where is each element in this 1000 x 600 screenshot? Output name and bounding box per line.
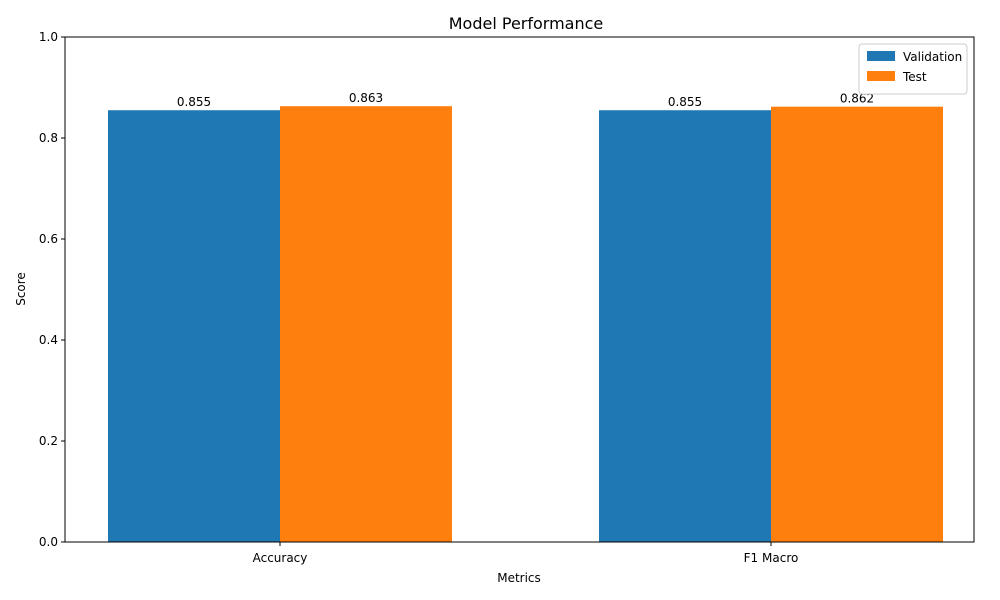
legend-swatch xyxy=(867,51,895,61)
bar-validation-accuracy xyxy=(108,110,280,542)
x-tick-label: F1 Macro xyxy=(744,551,799,565)
legend-label: Validation xyxy=(903,50,962,64)
bar-validation-f1-macro xyxy=(599,110,771,542)
legend-swatch xyxy=(867,71,895,81)
y-tick-label: 1.0 xyxy=(39,30,58,44)
x-tick-label: Accuracy xyxy=(253,551,308,565)
legend-label: Test xyxy=(902,70,927,84)
bar-test-accuracy xyxy=(280,106,452,542)
chart-title: Model Performance xyxy=(449,14,604,33)
x-axis-label: Metrics xyxy=(497,571,541,585)
data-label: 0.863 xyxy=(349,91,383,105)
data-label: 0.862 xyxy=(840,92,874,106)
data-label: 0.855 xyxy=(177,95,211,109)
x-axis: Accuracy F1 Macro xyxy=(253,542,799,565)
y-tick-label: 0.0 xyxy=(39,535,58,549)
plot-area: 0.855 0.863 0.855 0.862 xyxy=(108,91,943,542)
data-label: 0.855 xyxy=(668,95,702,109)
y-tick-label: 0.4 xyxy=(39,333,58,347)
y-tick-label: 0.6 xyxy=(39,232,58,246)
y-axis: 0.0 0.2 0.4 0.6 0.8 1.0 xyxy=(39,30,65,549)
axes-frame xyxy=(64,36,975,543)
y-tick-label: 0.8 xyxy=(39,131,58,145)
y-axis-label: Score xyxy=(14,272,28,306)
legend: Validation Test xyxy=(858,43,968,95)
bar-test-f1-macro xyxy=(771,106,943,542)
y-tick-label: 0.2 xyxy=(39,434,58,448)
